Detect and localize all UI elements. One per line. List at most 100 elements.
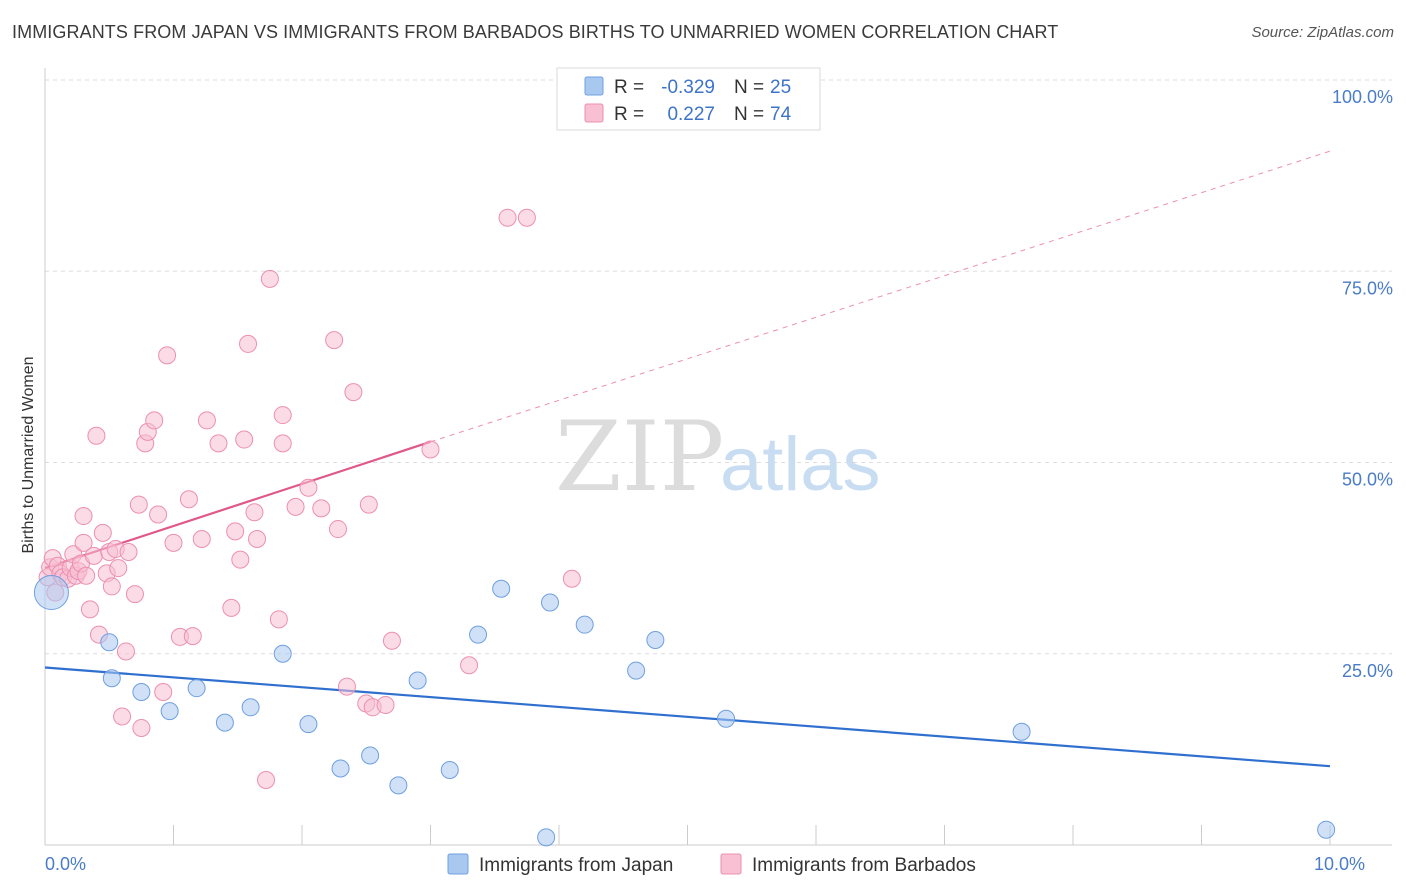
japan-point — [187, 679, 206, 698]
barbados-point — [235, 430, 254, 449]
tick-labels: 25.0% 50.0% 75.0% 100.0% 0.0% 10.0% — [45, 87, 1393, 874]
stats-barbados-r-label: R = — [614, 104, 644, 125]
japan-point — [241, 698, 260, 717]
barbados-point — [158, 346, 177, 365]
y-tick-label: 25.0% — [1342, 661, 1393, 681]
japan-trend-line — [44, 666, 1331, 768]
japan-point — [361, 746, 380, 765]
x-tick-label: 10.0% — [1314, 854, 1365, 874]
barbados-point — [460, 656, 479, 675]
japan-point — [33, 575, 69, 611]
barbados-point — [328, 520, 347, 539]
barbados-point — [260, 269, 279, 288]
barbados-point — [119, 543, 138, 562]
japan-point — [541, 593, 560, 612]
legend-japan-swatch — [447, 853, 469, 875]
barbados-point — [359, 495, 378, 514]
barbados-point — [222, 598, 241, 617]
japan-point — [492, 579, 511, 598]
barbados-trend-extension — [430, 150, 1331, 443]
stats-barbados-n-value: 74 — [770, 104, 792, 125]
barbados-point — [132, 718, 151, 737]
points-layer — [33, 208, 1336, 847]
stats-box: R = -0.329 N = 25 R = 0.227 N = 74 — [556, 67, 821, 131]
barbados-point — [273, 434, 292, 453]
barbados-point — [257, 770, 276, 789]
barbados-point — [517, 208, 536, 227]
barbados-point — [421, 440, 440, 459]
source-label: Source: ZipAtlas.com — [1251, 24, 1394, 41]
barbados-point — [192, 530, 211, 548]
barbados-point — [179, 490, 198, 509]
barbados-point — [77, 566, 96, 585]
y-axis-label: Births to Unmarried Women — [20, 356, 37, 553]
grid-layer — [45, 79, 1392, 655]
barbados-point — [299, 478, 318, 497]
stats-japan-r-label: R = — [614, 77, 644, 98]
barbados-point — [149, 505, 168, 524]
stats-barbados-n-label: N = — [734, 104, 764, 125]
barbados-point — [239, 334, 258, 353]
japan-point — [469, 625, 488, 644]
japan-point — [299, 715, 318, 734]
barbados-point — [93, 523, 112, 542]
barbados-point — [84, 546, 103, 565]
barbados-point — [113, 707, 132, 726]
barbados-point — [80, 600, 99, 619]
y-tick-label: 75.0% — [1342, 278, 1393, 298]
barbados-point — [273, 406, 292, 425]
japan-point — [160, 702, 179, 721]
y-tick-label: 100.0% — [1332, 87, 1393, 107]
barbados-point — [226, 522, 245, 541]
y-tick-label: 50.0% — [1342, 470, 1393, 490]
watermark-atlas: atlas — [720, 422, 881, 507]
watermark-zip: ZIP — [555, 401, 724, 513]
barbados-point — [248, 530, 267, 548]
barbados-point — [145, 411, 164, 430]
legend-barbados-swatch — [720, 853, 742, 875]
japan-point — [331, 759, 350, 778]
barbados-point — [231, 550, 250, 569]
barbados-point — [74, 533, 93, 552]
watermark: ZIP atlas — [555, 401, 881, 513]
barbados-point — [382, 631, 401, 650]
japan-point — [537, 828, 556, 847]
barbados-point — [498, 208, 517, 227]
barbados-point — [125, 585, 144, 604]
barbados-point — [116, 642, 135, 661]
barbados-point — [337, 677, 356, 696]
legend-japan-label: Immigrants from Japan — [479, 855, 673, 876]
barbados-point — [164, 533, 183, 552]
japan-point — [132, 683, 151, 701]
barbados-point — [286, 497, 305, 516]
axes-layer — [44, 68, 1392, 846]
barbados-point — [312, 499, 331, 518]
barbados-point — [183, 627, 202, 646]
stats-japan-n-value: 25 — [770, 77, 791, 98]
japan-point — [1012, 722, 1031, 741]
barbados-point — [154, 683, 173, 701]
japan-point — [102, 669, 121, 688]
japan-point — [389, 776, 408, 795]
barbados-point — [102, 577, 121, 596]
x-tick-label: 0.0% — [45, 854, 86, 874]
japan-point — [575, 615, 594, 634]
japan-point — [1317, 820, 1336, 839]
barbados-point — [325, 331, 344, 350]
barbados-point — [197, 411, 216, 430]
japan-point — [100, 633, 119, 652]
barbados-point — [376, 696, 395, 715]
legend-barbados-label: Immigrants from Barbados — [752, 855, 976, 876]
japan-point — [440, 761, 459, 780]
stats-barbados-r-value: 0.227 — [667, 104, 715, 125]
stats-barbados-swatch — [584, 103, 604, 123]
barbados-point — [74, 507, 93, 526]
stats-japan-n-label: N = — [734, 77, 764, 98]
japan-point — [408, 671, 427, 690]
stats-japan-swatch — [584, 76, 604, 96]
japan-point — [273, 644, 292, 663]
chart-title: IMMIGRANTS FROM JAPAN VS IMMIGRANTS FROM… — [12, 22, 1059, 42]
barbados-point — [129, 495, 148, 514]
legend: Immigrants from Japan Immigrants from Ba… — [447, 853, 976, 876]
